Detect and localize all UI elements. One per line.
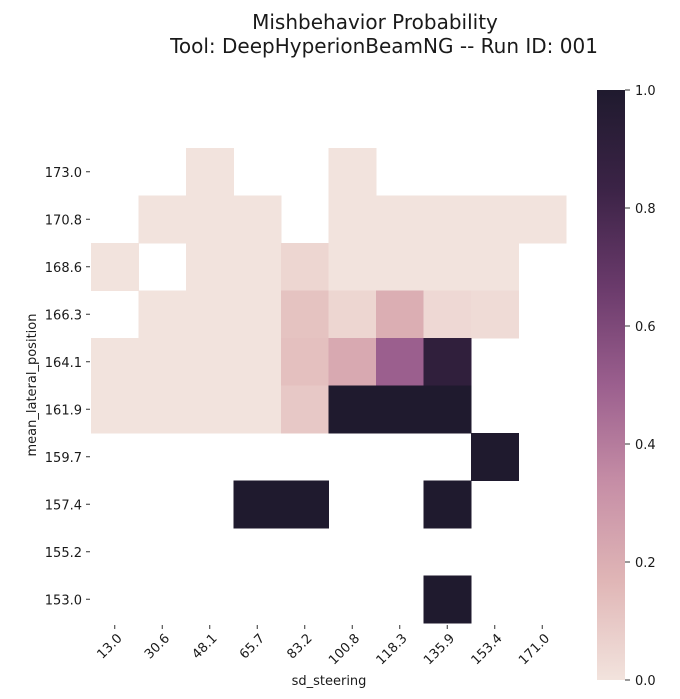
heatmap-cell: [186, 386, 234, 434]
heatmap-cell: [139, 291, 187, 339]
y-tick-label: 164.1: [45, 356, 82, 371]
colorbar-tick-label: 0.6: [635, 320, 656, 335]
heatmap-cell: [471, 291, 519, 339]
heatmap-cell: [186, 196, 234, 244]
heatmap-cell: [234, 291, 282, 339]
heatmap-cell: [424, 243, 472, 291]
x-axis-label: sd_steering: [292, 674, 367, 689]
y-tick-label: 166.3: [45, 308, 82, 323]
x-tick-label: 65.7: [237, 631, 268, 662]
x-tick-label: 13.0: [94, 631, 125, 662]
heatmap-cell: [281, 291, 329, 339]
heatmap-cell: [186, 148, 234, 196]
heatmap-cell: [376, 243, 424, 291]
heatmap-cell: [471, 243, 519, 291]
y-tick-label: 161.9: [45, 403, 82, 418]
heatmap-cell: [329, 291, 377, 339]
x-axis-ticks: 13.0 30.6 48.1 65.7 83.2 100.8 118.3 135.9 153.4…: [94, 625, 553, 668]
heatmap-cells: [91, 148, 567, 624]
heatmap-cell: [234, 338, 282, 386]
x-tick-label: 171.0: [516, 631, 553, 668]
colorbar-tick-label: 0.4: [635, 438, 656, 453]
heatmap-cell: [329, 148, 377, 196]
heatmap-cell: [329, 243, 377, 291]
y-axis-ticks: 173.0 170.8 168.6 166.3 164.1 161.9 159.7 157.4…: [45, 166, 90, 609]
heatmap-cell: [424, 196, 472, 244]
y-tick-label: 168.6: [45, 261, 82, 276]
x-tick-label: 153.4: [469, 631, 506, 668]
colorbar-tick-label: 0.2: [635, 556, 656, 571]
heatmap-cell: [471, 433, 519, 481]
x-tick-label: 83.2: [284, 631, 315, 662]
heatmap-cell: [424, 338, 472, 386]
heatmap-cell: [91, 243, 139, 291]
heatmap-cell: [424, 576, 472, 624]
y-tick-label: 157.4: [45, 498, 82, 513]
heatmap-cell: [186, 243, 234, 291]
chart-title-line2: Tool: DeepHyperionBeamNG -- Run ID: 001: [169, 34, 598, 58]
heatmap-cell: [234, 386, 282, 434]
heatmap-cell: [234, 196, 282, 244]
heatmap-cell: [139, 338, 187, 386]
colorbar-tick-label: 0.0: [635, 674, 656, 689]
x-tick-label: 135.9: [421, 631, 458, 668]
heatmap-cell: [281, 338, 329, 386]
y-tick-label: 170.8: [45, 213, 82, 228]
heatmap-cell: [281, 481, 329, 529]
y-tick-label: 153.0: [45, 593, 82, 608]
heatmap-cell: [281, 386, 329, 434]
colorbar-tick-label: 0.8: [635, 202, 656, 217]
heatmap-cell: [376, 386, 424, 434]
heatmap-cell: [376, 196, 424, 244]
y-tick-label: 159.7: [45, 451, 82, 466]
heatmap-cell: [329, 386, 377, 434]
heatmap-cell: [186, 338, 234, 386]
heatmap-cell: [139, 196, 187, 244]
x-tick-label: 100.8: [326, 631, 363, 668]
heatmap-cell: [519, 196, 567, 244]
y-tick-label: 173.0: [45, 166, 82, 181]
colorbar: [597, 90, 625, 680]
y-axis-label: mean_lateral_position: [25, 314, 40, 457]
heatmap-cell: [281, 243, 329, 291]
chart-title-line1: Mishbehavior Probability: [252, 10, 498, 34]
heatmap-cell: [376, 291, 424, 339]
x-tick-label: 30.6: [142, 631, 173, 662]
heatmap-cell: [424, 386, 472, 434]
heatmap-cell: [471, 196, 519, 244]
colorbar-ticks: 0.0 0.2 0.4 0.6 0.8 1.0: [625, 84, 656, 689]
heatmap-cell: [234, 243, 282, 291]
heatmap-cell: [329, 338, 377, 386]
heatmap-cell: [186, 291, 234, 339]
colorbar-tick-label: 1.0: [635, 84, 656, 99]
heatmap-cell: [91, 338, 139, 386]
x-tick-label: 48.1: [189, 631, 220, 662]
heatmap-cell: [376, 338, 424, 386]
heatmap-cell: [234, 481, 282, 529]
heatmap-cell: [424, 291, 472, 339]
heatmap-cell: [329, 196, 377, 244]
heatmap-cell: [424, 481, 472, 529]
y-tick-label: 155.2: [45, 546, 82, 561]
heatmap-cell: [139, 386, 187, 434]
x-tick-label: 118.3: [374, 631, 411, 668]
heatmap-cell: [91, 386, 139, 434]
